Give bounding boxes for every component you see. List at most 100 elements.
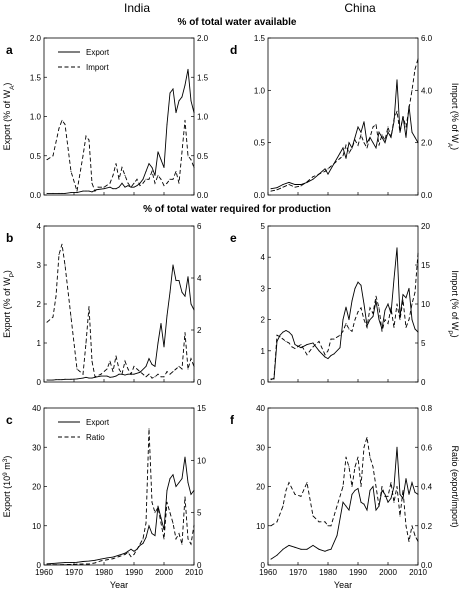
data-point [127,182,129,184]
data-point [160,376,162,378]
data-point [375,123,377,125]
data-point [411,89,413,91]
data-point [351,300,353,302]
data-point [393,486,395,487]
data-point [405,297,407,299]
data-point [157,505,159,507]
data-point [348,152,350,154]
panel-letter: f [230,413,235,427]
data-point [133,186,135,188]
y-tick-label-left: 5 [261,222,266,231]
data-point [357,311,359,313]
series-line-export [47,264,195,381]
row-title-production: % of total water required for production [143,204,331,215]
data-point [294,344,296,346]
data-point [354,287,356,289]
data-point [76,190,78,192]
data-point [396,446,398,448]
y-tick-label-left: 0.5 [30,152,42,161]
data-point [157,506,159,508]
y-tick-label-right: 0 [197,561,202,570]
data-point [163,529,165,531]
y-tick-label-left: 1 [37,339,42,348]
data-point [417,142,419,144]
series-line-ratio [270,437,419,542]
y-axis-label-right: Import (% of WP) [447,270,461,337]
x-tick-label: 2000 [155,568,173,577]
y-tick-label-left: 4 [261,253,266,262]
data-point [360,134,362,136]
data-point [163,346,165,348]
data-point [136,178,138,180]
data-point [100,375,102,377]
data-point [360,284,362,286]
data-point [324,521,326,523]
data-point [52,562,54,564]
data-point [163,376,165,378]
data-point [390,312,392,314]
y-tick-label-right: 0 [197,378,202,387]
data-point [324,550,326,552]
data-point [118,554,120,556]
data-point [372,466,374,468]
x-axis-label: Year [334,580,352,590]
column-title-china: China [344,1,376,15]
data-point [184,84,186,86]
data-point [121,167,123,169]
data-point [160,159,162,161]
data-point [94,559,96,561]
data-point [127,551,129,553]
data-point [348,328,350,330]
data-point [414,328,416,330]
data-point [76,368,78,370]
data-point [336,535,338,537]
data-point [148,163,150,165]
data-point [363,503,365,505]
data-point [154,535,156,537]
y-axis-label-right: Import (% of WA) [447,83,461,150]
data-point [399,493,401,495]
data-point [408,108,410,110]
y-tick-label-right: 5 [197,509,202,518]
data-point [61,119,63,121]
data-point [82,563,84,565]
data-point [375,509,377,511]
data-point [133,365,135,367]
data-point [288,482,290,484]
y-tick-label-right: 20 [421,222,430,231]
data-point [130,548,132,550]
data-point [91,360,93,362]
y-tick-label-right: 0.8 [421,404,433,413]
data-point [387,126,389,128]
y-tick-label-right: 4.0 [421,86,433,95]
data-point [106,375,108,377]
y-tick-label-left: 1.0 [254,86,266,95]
data-point [88,190,90,192]
data-point [130,373,132,375]
data-point [52,564,54,566]
data-point [279,336,281,338]
data-point [294,184,296,186]
x-tick-label: 1980 [95,568,113,577]
data-point [345,306,347,308]
series-line-import [270,58,419,192]
y-tick-label-right: 1.0 [197,113,209,122]
data-point [366,147,368,149]
data-point [181,151,183,153]
data-point [318,340,320,342]
series-export [270,247,419,380]
data-point [94,562,96,564]
data-point [133,182,135,184]
chart-panel-d: d 0.0 0.5 1.0 1.5 0.0 2.0 4.0 6.0 Import (% of WA… [230,34,460,200]
data-point [190,159,192,161]
data-point [58,127,60,129]
data-point [399,319,401,321]
data-point [76,192,78,194]
data-point [136,185,138,187]
data-point [402,294,404,296]
y-tick-label-left: 0 [261,561,266,570]
series-line-ratio [46,428,195,566]
data-point [402,497,404,499]
data-point [148,525,150,527]
data-point [339,152,341,154]
